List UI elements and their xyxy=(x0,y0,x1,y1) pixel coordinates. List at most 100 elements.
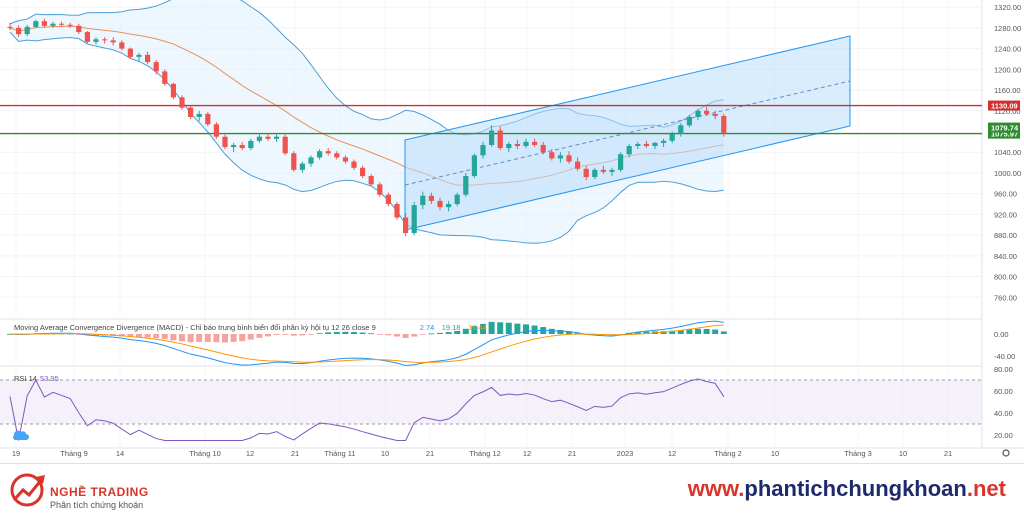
macd-histogram-bar xyxy=(557,329,564,334)
macd-histogram-bar xyxy=(239,334,246,342)
candle-body xyxy=(222,136,228,148)
candle-body xyxy=(497,130,503,149)
macd-histogram-bar xyxy=(454,330,461,334)
level-price-badge xyxy=(988,100,1020,111)
price-tick-label: 1280.00 xyxy=(994,24,1021,33)
time-tick-label: 14 xyxy=(116,449,124,458)
candle-body xyxy=(661,140,667,143)
time-tick-label: 21 xyxy=(426,449,434,458)
candle-body xyxy=(437,200,443,208)
candle-body xyxy=(59,23,65,25)
time-axis[interactable]: 19 Tháng 9 14 Tháng 10 12 21 Tháng 11 10 21 Tháng… xyxy=(12,449,1010,458)
candle-body xyxy=(282,136,288,154)
candle-body xyxy=(127,48,133,57)
macd-histogram-bar xyxy=(325,332,332,334)
time-tick-label: Tháng 2 xyxy=(714,449,742,458)
price-tick-label: 1240.00 xyxy=(994,45,1021,54)
candle-body xyxy=(635,143,641,147)
time-tick-label: 21 xyxy=(568,449,576,458)
candle-body xyxy=(669,133,675,141)
website-link[interactable]: www.phantichchungkhoan.net xyxy=(688,476,1006,502)
footer: NGHỀ TRADING Phân tích chứng khoán www.p… xyxy=(0,463,1024,513)
candle-body xyxy=(549,152,555,159)
candle-body xyxy=(557,155,563,159)
price-tick-label: 840.00 xyxy=(994,252,1017,261)
level-price-badge xyxy=(988,128,1020,139)
candle-body xyxy=(480,144,486,156)
cloud-icon xyxy=(13,430,29,440)
last-price-badge xyxy=(988,122,1020,133)
candle-body xyxy=(385,194,391,205)
rsi-line xyxy=(9,378,725,441)
macd-legend-value: 16.44 xyxy=(468,323,487,332)
candle-body xyxy=(575,161,581,169)
candle-body xyxy=(514,143,520,147)
candle-body xyxy=(523,141,529,147)
time-tick-label: Tháng 9 xyxy=(60,449,88,458)
candle-body xyxy=(274,136,280,139)
price-axis[interactable]: 1320.00 1280.00 1240.00 1200.00 1160.00 1120.… xyxy=(994,3,1021,440)
macd-histogram-bar xyxy=(695,328,701,334)
channel-midline xyxy=(404,80,851,186)
candle-body xyxy=(145,54,151,63)
macd-histogram-bar xyxy=(428,333,435,335)
candle-body xyxy=(360,167,366,177)
candle-body xyxy=(540,144,546,153)
macd-histogram-bar xyxy=(368,333,375,335)
macd-histogram-bar xyxy=(222,334,228,343)
macd-histogram-bar xyxy=(256,334,263,338)
candle-body xyxy=(403,217,409,234)
macd-legend-value: 2.74 xyxy=(420,323,435,332)
macd-histogram-bar xyxy=(247,334,254,340)
macd-histogram-bar xyxy=(75,334,82,335)
time-tick-label: Tháng 12 xyxy=(469,449,501,458)
macd-histogram-bar xyxy=(265,334,271,337)
macd-histogram-bar xyxy=(308,334,314,335)
macd-histogram-bar xyxy=(419,334,426,335)
last-price-label: 1079.74 xyxy=(991,124,1019,133)
candle-body xyxy=(342,157,348,162)
candle-body xyxy=(239,144,245,149)
candle-body xyxy=(299,163,305,170)
macd-histogram-bar xyxy=(342,331,349,334)
indicator-legends: Moving Average Convergence Divergence (M… xyxy=(14,323,487,383)
rsi-pane xyxy=(0,378,982,441)
candle-body xyxy=(188,107,194,118)
candle-body xyxy=(265,136,271,139)
candle-body xyxy=(695,110,701,118)
candle-body xyxy=(213,124,219,137)
candle-body xyxy=(76,25,82,33)
time-tick-label: 2023 xyxy=(617,449,634,458)
macd-histogram-bar xyxy=(187,334,194,343)
time-tick-label: 12 xyxy=(246,449,254,458)
macd-histogram-bar xyxy=(617,334,624,335)
candle-body xyxy=(411,205,417,234)
macd-histogram-bar xyxy=(136,334,142,338)
candle-body xyxy=(179,97,185,108)
macd-histogram-bar xyxy=(437,332,443,334)
candle-body xyxy=(102,39,108,41)
brand-tagline: Phân tích chứng khoán xyxy=(50,500,144,510)
time-tick-label: 21 xyxy=(944,449,952,458)
grid-lines xyxy=(0,0,1024,449)
rsi-tick-label: 80.00 xyxy=(994,365,1013,374)
macd-histogram-bar xyxy=(462,328,469,334)
macd-histogram-bar xyxy=(677,330,684,334)
candle-body xyxy=(231,144,237,148)
macd-histogram-bar xyxy=(480,323,486,334)
candle-body xyxy=(678,125,684,134)
rsi-tick-label: 60.00 xyxy=(994,387,1013,396)
candle-body xyxy=(24,26,30,35)
macd-histogram-bar xyxy=(299,334,306,336)
macd-histogram-bar xyxy=(161,334,168,340)
macd-histogram-bar xyxy=(282,334,289,335)
macd-histogram-bar xyxy=(548,328,555,334)
candle-body xyxy=(506,143,512,149)
time-tick-label: 19 xyxy=(12,449,20,458)
macd-histogram-bar xyxy=(204,334,211,342)
candle-body xyxy=(170,83,176,98)
macd-histogram-bar xyxy=(566,331,572,334)
macd-histogram-bar xyxy=(376,334,383,335)
macd-histogram-bar xyxy=(402,334,409,338)
